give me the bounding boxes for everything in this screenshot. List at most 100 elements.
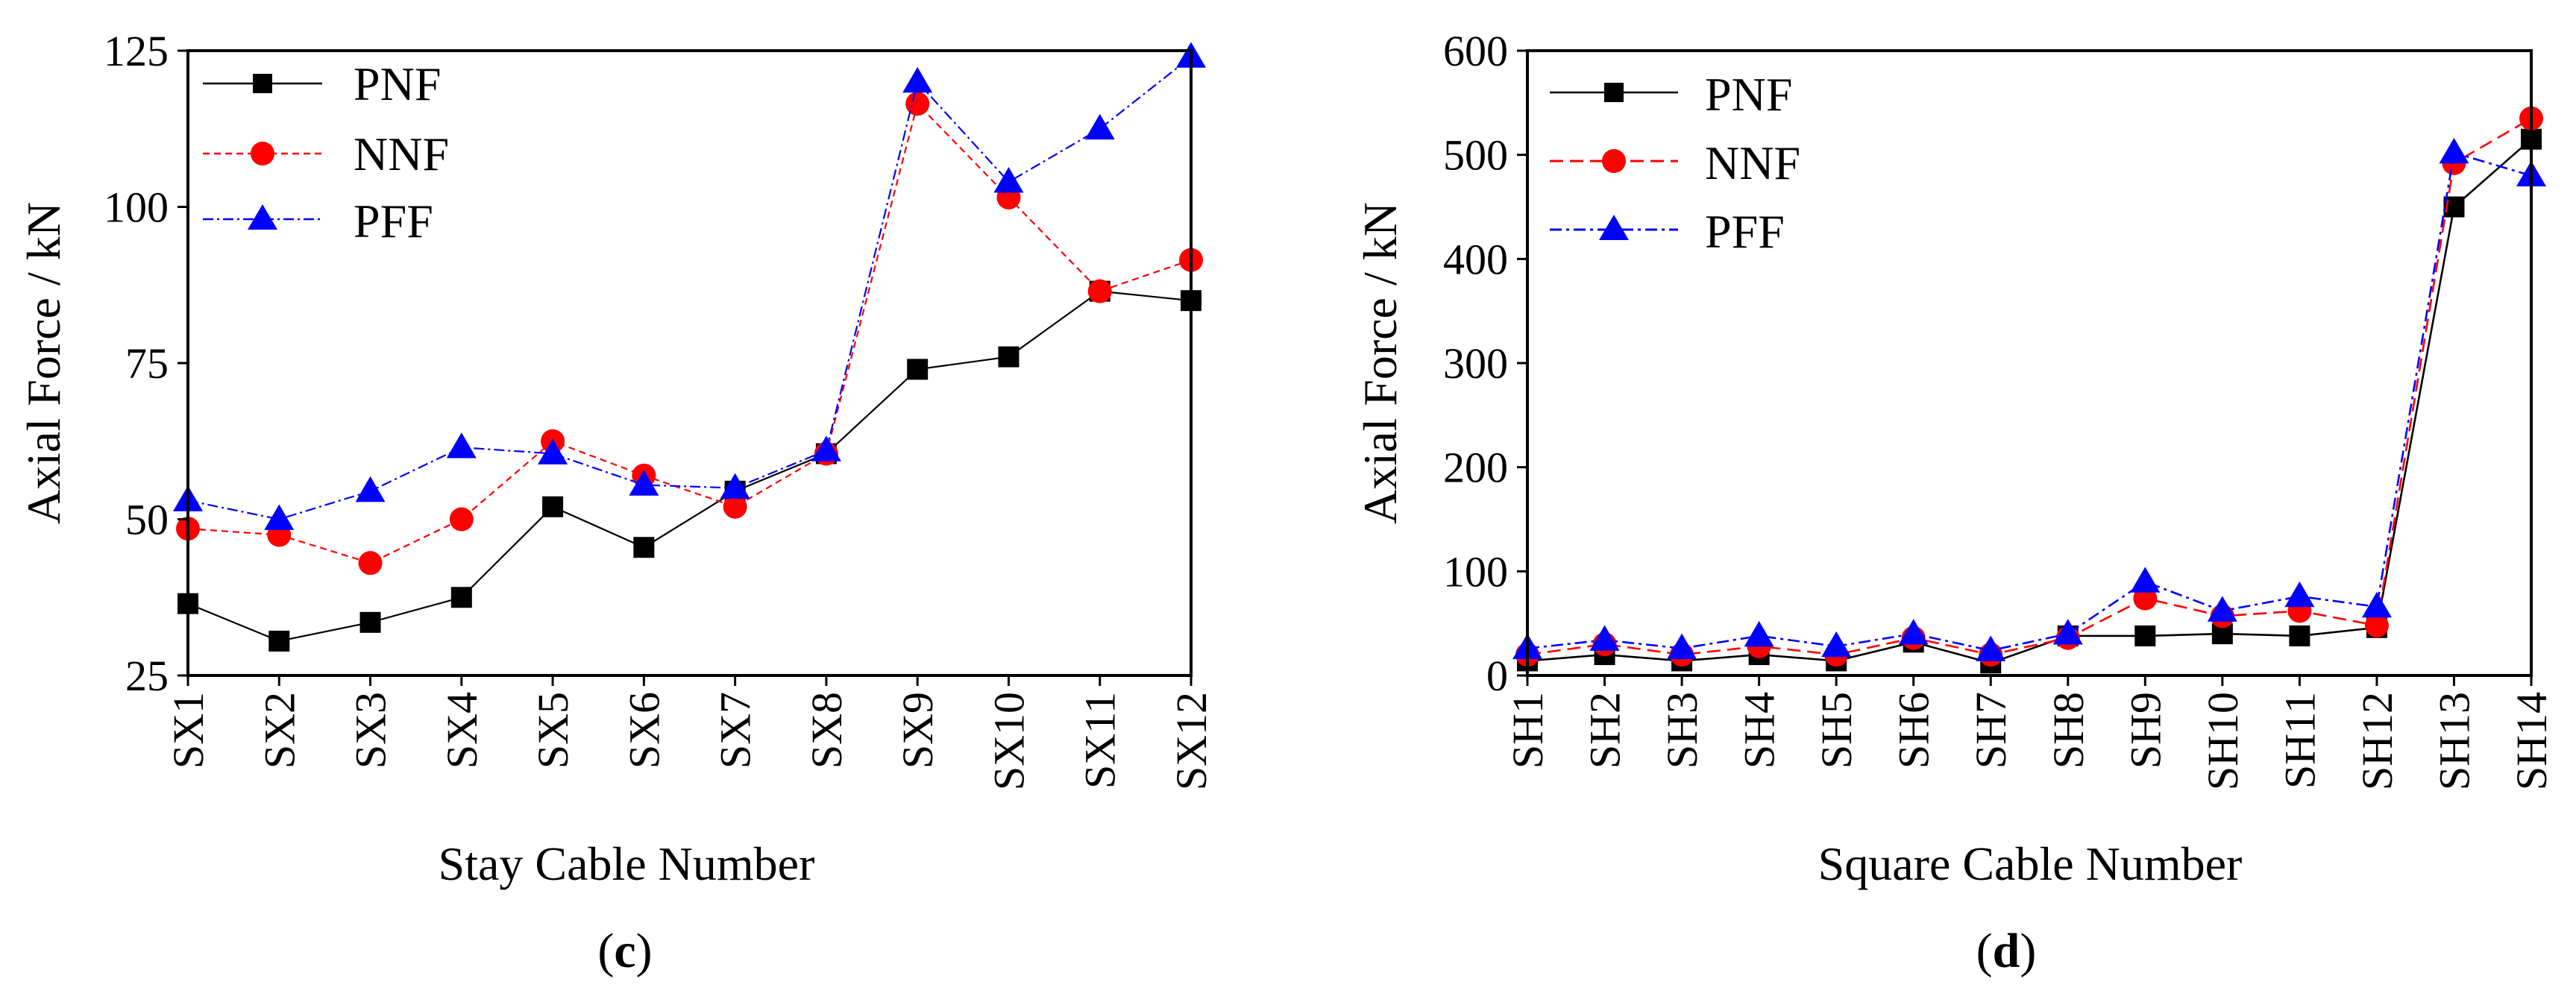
legend-c-pnf-label: PNF [354, 57, 441, 110]
panel-d-x-tick-label: SH7 [1967, 692, 2015, 769]
panel-c-series-nnf-point [723, 494, 747, 519]
panel-d-y-tick-label: 500 [1443, 131, 1508, 180]
panel-d-y-axis-title: Axial Force / kN [1354, 202, 1407, 524]
panel-d-x-tick-label: SH9 [2121, 692, 2170, 769]
legend-d-pff-triangle-marker [1599, 215, 1629, 240]
panel-c-letter: c [614, 924, 635, 978]
panel-c-x-tick-label: SX11 [1076, 692, 1125, 789]
panel-c-series-pff-point [811, 435, 841, 461]
panel-c-x-tick-label: SX9 [893, 692, 942, 769]
legend-c-pff-triangle-marker [248, 204, 277, 230]
panel-c-series-nnf-point [449, 507, 474, 532]
legend-c-nnf-label: NNF [354, 127, 449, 180]
legend-c-pff-label: PFF [354, 195, 433, 248]
panel-c-x-tick-label: SX3 [347, 692, 395, 769]
panel-c-axes: 25 50 75 100 125 SX1 SX2 SX3 SX4 SX5 SX6 SX7 SX8 SX9 S… [104, 27, 1216, 790]
panel-c-x-tick-label: SX1 [164, 692, 213, 769]
panel-c-x-tick-label: SX7 [711, 692, 760, 769]
panel-d-series-nnf-point [2364, 613, 2389, 637]
panel-d-x-tick-label: SH12 [2353, 692, 2401, 790]
panel-c-plot-frame [186, 49, 1193, 677]
panel-c-legend: PNF NNF PFF [203, 57, 449, 248]
panel-d-x-tick-label: SH11 [2275, 692, 2324, 789]
panel-c-series-pnf-point [450, 587, 472, 608]
panel-d-x-tick-label: SH2 [1581, 692, 1630, 769]
panel-d-series-pff-point [1589, 625, 1620, 651]
panel-c-series-pnf-point [542, 496, 564, 517]
panel-d-x-tick-label: SH3 [1658, 692, 1706, 769]
panel-d-x-tick-label: SH8 [2044, 692, 2093, 769]
panel-c-y-tick-label: 25 [125, 652, 169, 700]
panel-c-series-pnf-point [907, 359, 929, 380]
panel-c-series-pff-point [264, 504, 295, 530]
panel-c-series-pff-point [993, 166, 1024, 193]
panel-d-series-pnf-point [2289, 625, 2310, 646]
panel-d-axes: 0 100 200 300 400 500 600 SH1 SH2 SH3 SH4 SH5 SH6 SH7… [1443, 27, 2556, 790]
panel-c-series-pnf-point [998, 346, 1020, 368]
panel-d-x-tick-label: SH13 [2430, 692, 2478, 790]
legend-d-pnf-square-marker [1604, 83, 1624, 102]
legend-d-pnf-label: PNF [1705, 68, 1792, 121]
panel-d-square-cable-chart: 0 100 200 300 400 500 600 SH1 SH2 SH3 SH4 SH5 SH6 SH7… [1354, 27, 2556, 978]
panel-c-series-nnf-point [905, 92, 930, 116]
panel-d-y-tick-label: 600 [1443, 27, 1508, 75]
panel-d-series-pff-point [2361, 591, 2392, 618]
panel-d-series-pff-point [1821, 631, 1852, 658]
panel-d-x-tick-label: SH10 [2199, 692, 2247, 790]
panel-c-series-nnf-point [358, 551, 383, 576]
panel-d-x-tick-label: SH6 [1890, 692, 1938, 769]
legend-c-nnf-circle-marker [251, 142, 274, 166]
panel-d-series-pnf-line [1527, 138, 2532, 664]
panel-c-series-nnf-line [187, 102, 1192, 564]
panel-c-series-nnf-point [1087, 279, 1112, 303]
panel-d-x-tick-label: SH4 [1735, 692, 1784, 769]
panel-d-series-pff-point [2284, 581, 2315, 608]
panel-c-x-axis-title: Stay Cable Number [439, 837, 815, 890]
panel-d-label: (d) [1976, 924, 2037, 978]
panel-d-series-pff-point [2207, 596, 2237, 622]
panel-d-y-tick-label: 0 [1486, 652, 1508, 700]
panel-c-series-pff-point [446, 432, 477, 459]
panel-d-letter: d [1993, 924, 2020, 978]
panel-d-series-pff-point [1976, 635, 2006, 661]
panel-d-plot-frame [1526, 49, 2533, 677]
panel-c-series-pff-point [902, 66, 933, 93]
panel-c-series-pff-line [187, 56, 1192, 520]
panel-d-y-tick-label: 100 [1443, 547, 1508, 596]
panel-d-series-pff-point [1667, 633, 1697, 660]
panel-d-x-tick-label: SH14 [2507, 692, 2556, 790]
panel-c-series-pnf-point [633, 537, 655, 558]
panel-c-x-tick-label: SX5 [529, 692, 577, 769]
panel-d-x-tick-label: SH1 [1504, 692, 1552, 769]
legend-d-nnf-label: NNF [1705, 136, 1800, 189]
panel-d-series-pff-point [2439, 137, 2469, 164]
panel-c-stay-cable-chart: 25 50 75 100 125 SX1 SX2 SX3 SX4 SX5 SX6 SX7 SX8 SX9 S… [17, 27, 1216, 978]
panel-c-y-tick-label: 75 [125, 339, 169, 388]
legend-d-nnf-circle-marker [1602, 149, 1626, 173]
panel-c-x-tick-label: SX6 [620, 692, 668, 769]
panel-c-y-axis-title: Axial Force / kN [17, 202, 70, 524]
panel-c-plot-area [173, 42, 1206, 652]
panel-d-x-tick-label: SH5 [1812, 692, 1861, 769]
panel-c-x-tick-label: SX2 [255, 692, 304, 769]
panel-c-label: (c) [597, 924, 652, 978]
panel-d-series-pff-point [1744, 620, 1774, 647]
panel-c-series-pnf-point [268, 630, 290, 652]
legend-d-pff-label: PFF [1705, 205, 1785, 258]
panel-d-series-pff-point [2130, 567, 2161, 593]
panel-c-x-tick-label: SX4 [438, 692, 486, 769]
panel-c-y-tick-label: 100 [104, 183, 169, 232]
panel-c-x-tick-label: SX10 [984, 692, 1033, 790]
panel-d-series-pff-line [1527, 151, 2532, 652]
panel-d-series-pnf-point [2134, 625, 2156, 646]
panel-d-series-pff-point [2052, 619, 2083, 645]
panel-c-series-pff-point [629, 470, 659, 496]
panel-c-x-tick-label: SX8 [802, 692, 851, 769]
panel-c-series-pff-point [355, 476, 386, 502]
panel-c-y-tick-label: 50 [125, 496, 169, 544]
panel-c-series-pnf-line [187, 290, 1192, 643]
panel-c-series-pff-point [720, 473, 750, 499]
panel-d-x-axis-title: Square Cable Number [1818, 837, 2243, 890]
panel-d-legend: PNF NNF PFF [1550, 68, 1800, 258]
